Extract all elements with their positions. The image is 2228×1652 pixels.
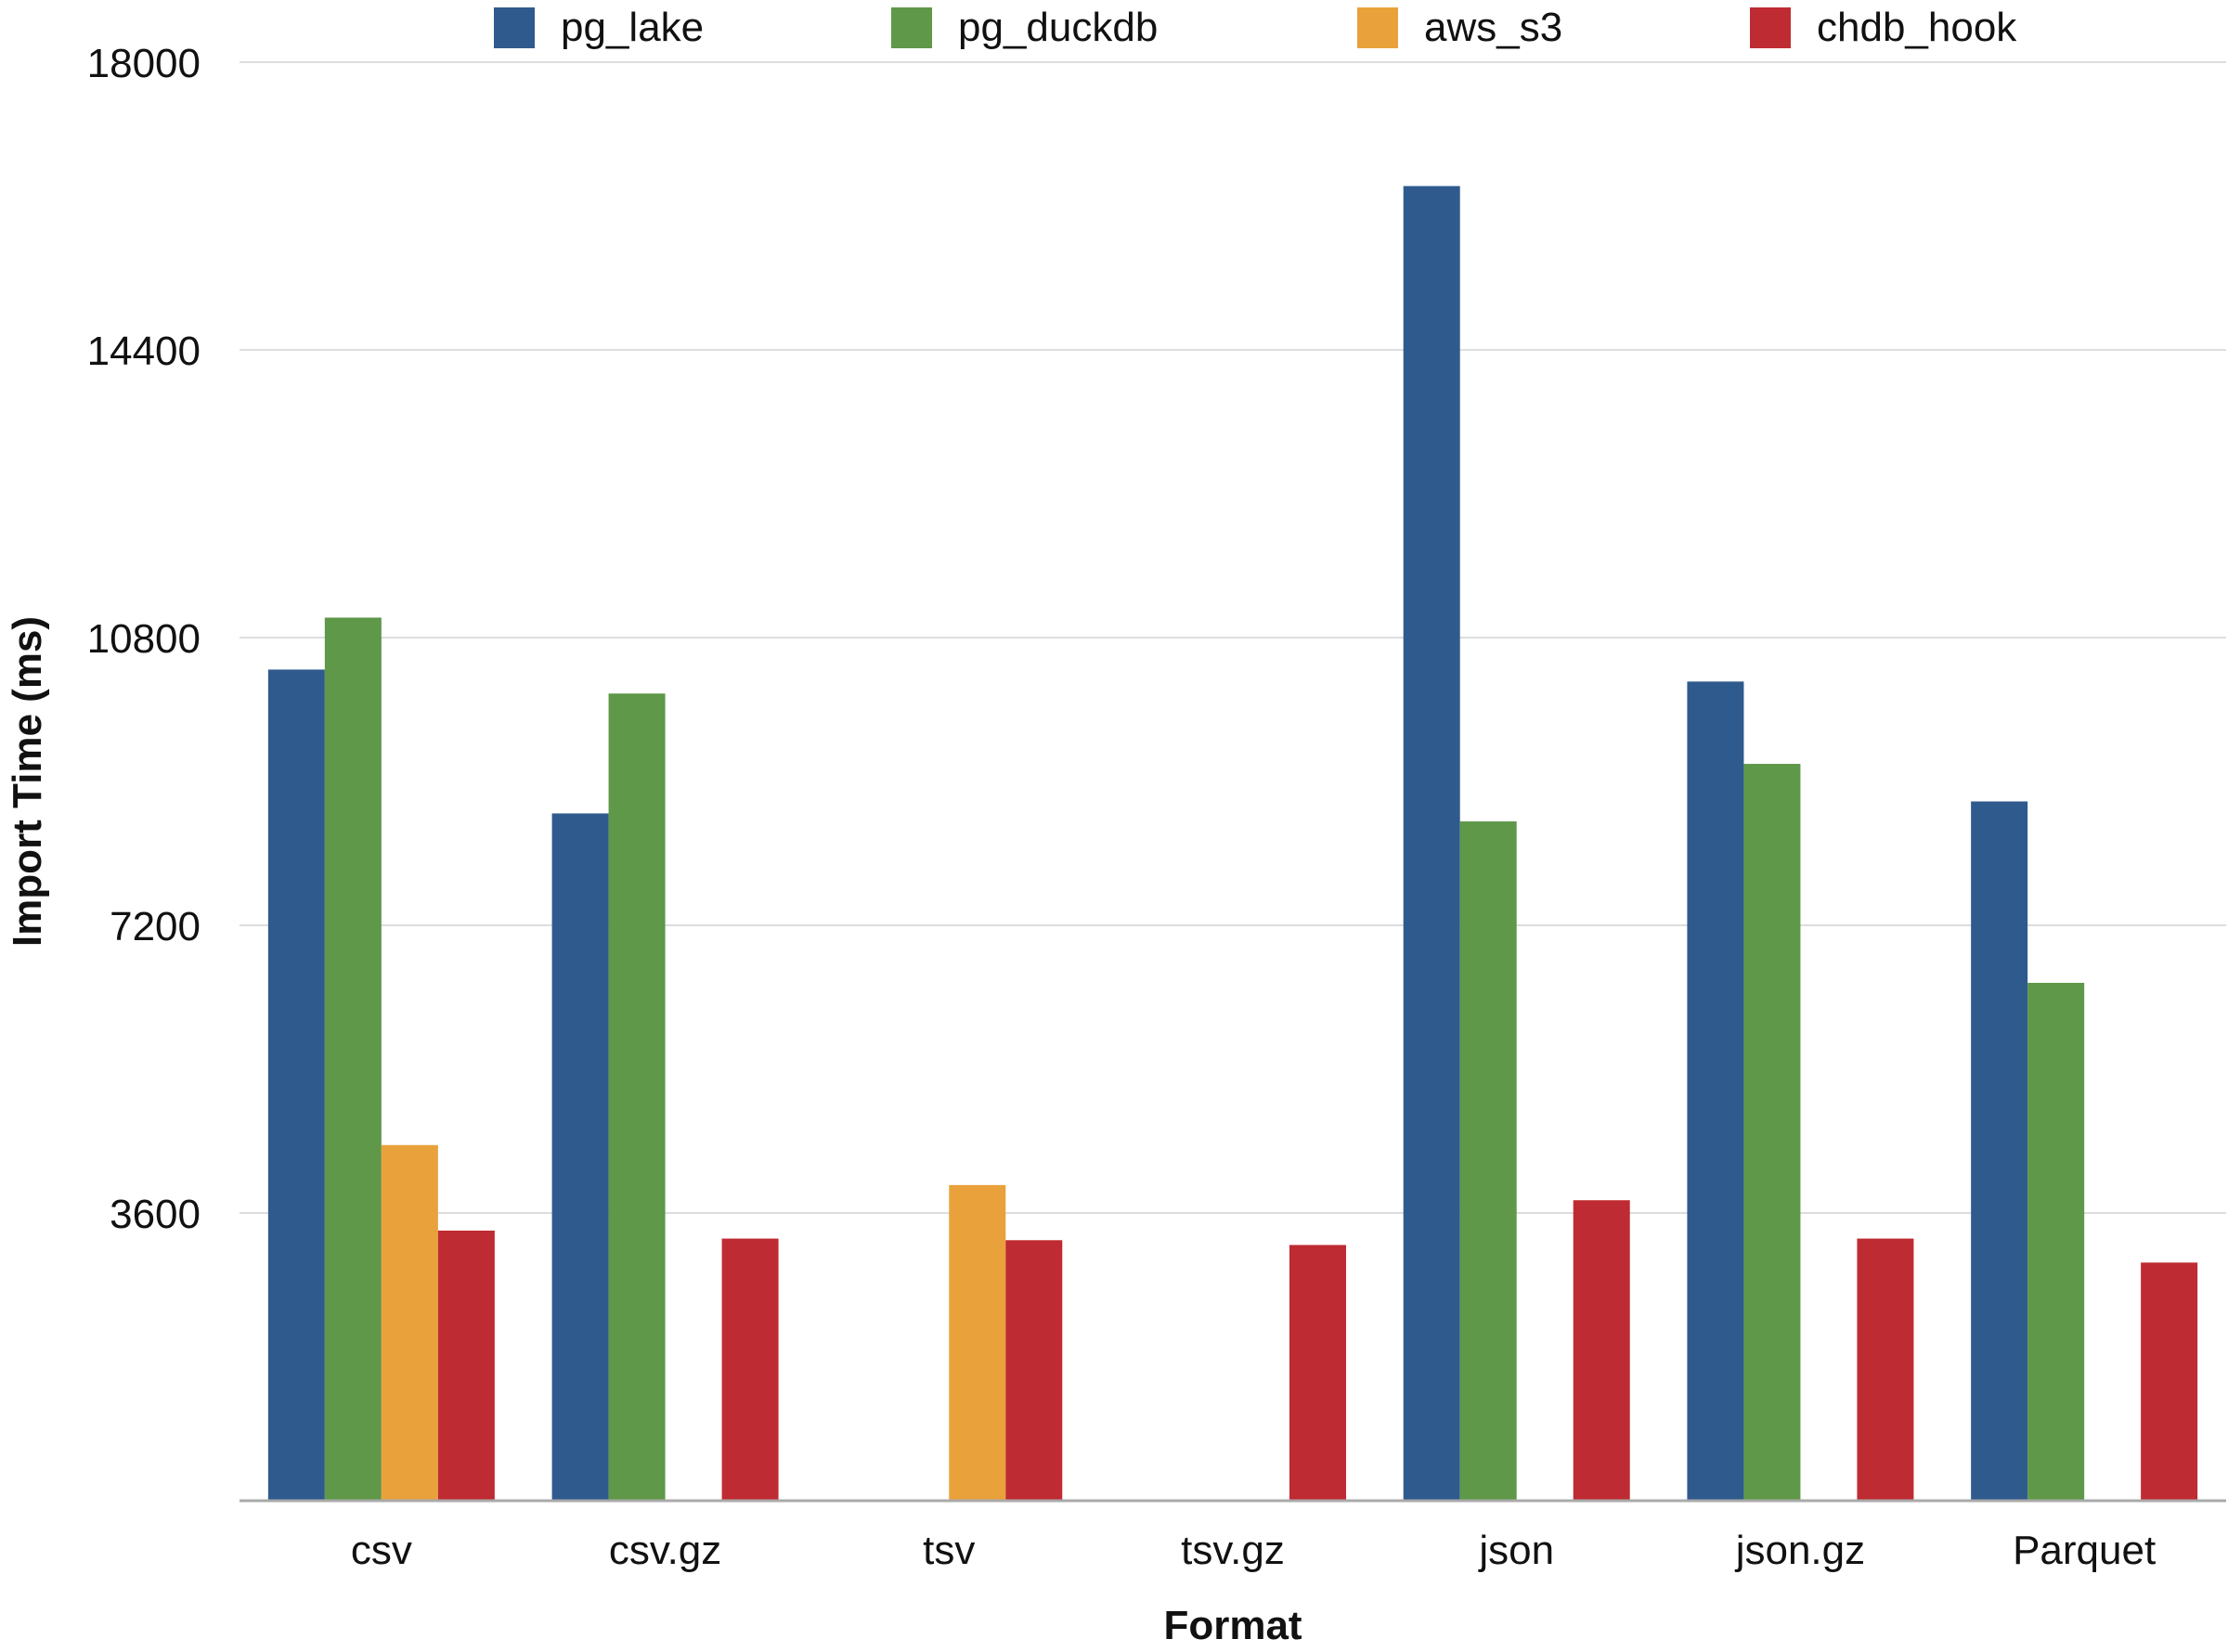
y-tick-label: 7200	[110, 904, 201, 949]
x-tick-label: json.gz	[1734, 1528, 1865, 1573]
bar-chdb_hook-tsv	[1005, 1240, 1063, 1501]
bar-pg_duckdb-csv.gz	[608, 693, 666, 1501]
x-axis-title: Format	[1163, 1603, 1302, 1648]
bar-pg_duckdb-json.gz	[1743, 764, 1801, 1501]
legend-label-chdb_hook: chdb_hook	[1817, 5, 2017, 50]
bar-aws_s3-tsv	[949, 1184, 1006, 1501]
legend-swatch-chdb_hook	[1750, 7, 1791, 48]
legend-label-aws_s3: aws_s3	[1424, 5, 1562, 50]
bar-aws_s3-csv	[381, 1144, 438, 1501]
grid-lines	[240, 61, 2226, 1214]
bar-pg_duckdb-csv	[324, 617, 382, 1501]
bar-pg_lake-csv	[267, 669, 325, 1501]
x-tick-label: tsv.gz	[1181, 1528, 1285, 1573]
x-tick-label: csv.gz	[609, 1528, 721, 1573]
bar-pg_lake-json	[1403, 186, 1460, 1502]
bar-pg_duckdb-Parquet	[2027, 983, 2085, 1501]
legend-swatch-aws_s3	[1357, 7, 1398, 48]
y-axis-title: Import Time (ms)	[5, 616, 50, 947]
x-tick-label: Parquet	[2013, 1528, 2156, 1573]
x-tick-label: json	[1477, 1528, 1554, 1573]
y-tick-label: 3600	[110, 1192, 201, 1237]
y-tick-label: 14400	[87, 329, 201, 374]
bar-pg_lake-json.gz	[1687, 681, 1744, 1501]
x-tick-label: csv	[351, 1528, 412, 1573]
legend-swatch-pg_duckdb	[891, 7, 932, 48]
bars	[267, 186, 2198, 1502]
y-tick-label: 18000	[87, 41, 201, 86]
bar-chdb_hook-csv.gz	[721, 1238, 779, 1501]
y-tick-label: 10800	[87, 616, 201, 662]
legend-label-pg_lake: pg_lake	[561, 5, 704, 50]
bar-chdb_hook-Parquet	[2141, 1262, 2198, 1501]
bar-chdb_hook-tsv.gz	[1289, 1245, 1346, 1501]
bar-chdb_hook-csv	[437, 1230, 495, 1501]
bar-chdb_hook-json.gz	[1857, 1238, 1914, 1501]
legend-label-pg_duckdb: pg_duckdb	[958, 5, 1158, 50]
legend-swatch-pg_lake	[494, 7, 535, 48]
x-tick-label: tsv	[923, 1528, 975, 1573]
bar-pg_duckdb-json	[1459, 821, 1517, 1501]
axes: 3600 7200 10800 14400 18000 csv csv.gz tsv tsv.g…	[87, 41, 2226, 1573]
bar-pg_lake-Parquet	[1971, 801, 2028, 1501]
bar-pg_lake-csv.gz	[551, 813, 609, 1501]
legend: pg_lake pg_duckdb aws_s3 chdb_hook	[494, 5, 2017, 50]
bar-chdb_hook-json	[1573, 1200, 1630, 1501]
